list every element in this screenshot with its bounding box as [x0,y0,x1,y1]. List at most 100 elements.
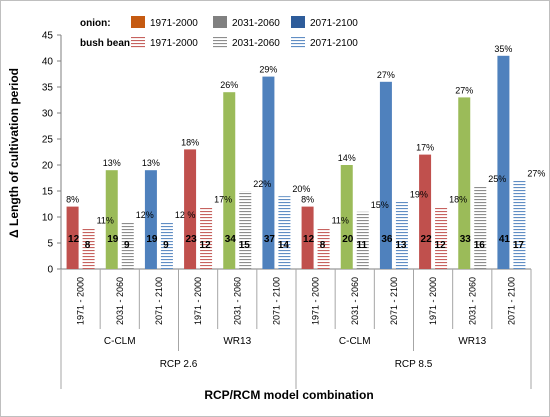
bush-bean-bar [200,206,213,269]
onion-percent-label: 27% [455,85,473,95]
bars-layer [66,55,526,270]
bush-bean-percent-label: 11% [97,215,114,225]
onion-value-label: 33 [460,234,472,245]
legend-onion-heading: onion: [80,18,111,29]
bush-bean-value-label: 11 [356,240,367,251]
onion-value-label: 37 [264,234,276,245]
legend-swatch [131,16,145,28]
rcp-group-label: RCP 2.6 [160,359,198,370]
onion-bar [262,76,275,269]
bush-bean-percent-label: 17% [214,195,232,205]
onion-value-label: 41 [499,234,511,245]
bush-bean-percent-label: 19% [410,189,428,199]
rcp-group-label: RCP 8.5 [395,359,433,370]
x-category-label: 1971 - 2000 [428,277,438,325]
onion-bar [497,55,510,269]
onion-bar [419,154,432,269]
model-group-label: WR13 [458,336,486,347]
legend-label: 2071-2100 [310,18,358,29]
y-tick-label: 20 [42,161,54,172]
onion-bar [340,165,353,269]
model-group-label: C-CLM [339,336,371,347]
onion-percent-label: 8% [66,195,79,205]
x-axis-title: RCP/RCM model combination [204,388,373,402]
y-tick-label: 45 [42,31,54,42]
onion-value-label: 22 [421,234,433,245]
x-category-label: 2071 - 2100 [271,277,281,325]
bush-bean-bar [160,222,173,269]
x-category-label: 2031 - 2060 [350,277,360,325]
legend: onion: 1971-2000 2031-2060 2071-2100 bush be… [80,16,358,49]
y-tick-label: 0 [47,265,53,276]
onion-bar [66,206,79,269]
onion-bar [184,149,197,269]
onion-bar [144,170,157,269]
bush-bean-percent-label: 20% [292,184,310,194]
y-tick-label: 5 [47,239,53,250]
bush-bean-bar [435,206,448,269]
legend-swatch [291,36,305,48]
bush-bean-percent-label: 12% [136,210,154,220]
onion-percent-label: 8% [301,195,314,205]
bush-bean-percent-label: 27% [527,169,545,179]
bush-bean-percent-label: 25% [488,174,506,184]
legend-label: 2071-2100 [310,38,358,49]
onion-value-label: 36 [381,234,393,245]
onion-percent-label: 18% [181,137,199,147]
bush-bean-bar [356,211,369,269]
onion-value-label: 12 [303,234,315,245]
y-tick-label: 10 [42,213,54,224]
legend-label: 2031-2060 [232,38,280,49]
bush-bean-percent-label: 18% [449,195,467,205]
bush-bean-value-label: 9 [124,240,130,251]
bush-bean-value-label: 15 [239,240,251,251]
y-tick-label: 25 [42,135,54,146]
legend-label: 1971-2000 [150,38,198,49]
bush-bean-percent-label: 22% [253,179,271,189]
onion-bar [301,206,314,269]
bush-bean-bar [474,185,487,269]
y-tick-label: 30 [42,109,54,120]
x-category-label: 1971 - 2000 [311,277,321,325]
legend-swatch [131,36,145,48]
bush-bean-value-label: 13 [395,240,407,251]
x-category-label: 2071 - 2100 [154,277,164,325]
onion-value-label: 12 [68,234,80,245]
bush-bean-value-label: 12 [435,240,447,251]
legend-label: 1971-2000 [150,18,198,29]
y-axis-title: Δ Length of cultivation period [7,68,21,238]
bush-bean-value-label: 16 [474,240,486,251]
x-category-label: 1971 - 2000 [76,277,86,325]
onion-bar [458,97,471,270]
legend-swatch [213,36,227,48]
onion-percent-label: 26% [220,80,238,90]
onion-percent-label: 35% [494,44,512,54]
onion-percent-label: 13% [103,158,121,168]
x-category-label: 2031 - 2060 [467,277,477,325]
legend-swatch [213,16,227,28]
onion-value-label: 19 [146,234,158,245]
y-tick-label: 35 [42,83,54,94]
bush-bean-percent-label: 15% [371,200,389,210]
onion-value-label: 23 [186,234,198,245]
bush-bean-bar [239,191,252,269]
onion-percent-label: 29% [259,65,277,75]
onion-bar [379,81,392,269]
model-group-label: C-CLM [104,336,136,347]
legend-bush-bean-heading: bush bean: [80,38,133,49]
legend-swatch [291,16,305,28]
onion-bar [223,92,236,269]
onion-percent-label: 14% [338,153,356,163]
bush-bean-bar [395,201,408,269]
onion-value-label: 20 [342,234,354,245]
legend-label: 2031-2060 [232,18,280,29]
bush-bean-bar [278,196,291,269]
onion-value-label: 19 [107,234,119,245]
x-category-label: 2031 - 2060 [232,277,242,325]
bush-bean-bar [121,222,134,269]
bush-bean-value-label: 12 [200,240,212,251]
model-group-label: WR13 [223,336,251,347]
bush-bean-value-label: 8 [320,240,326,251]
